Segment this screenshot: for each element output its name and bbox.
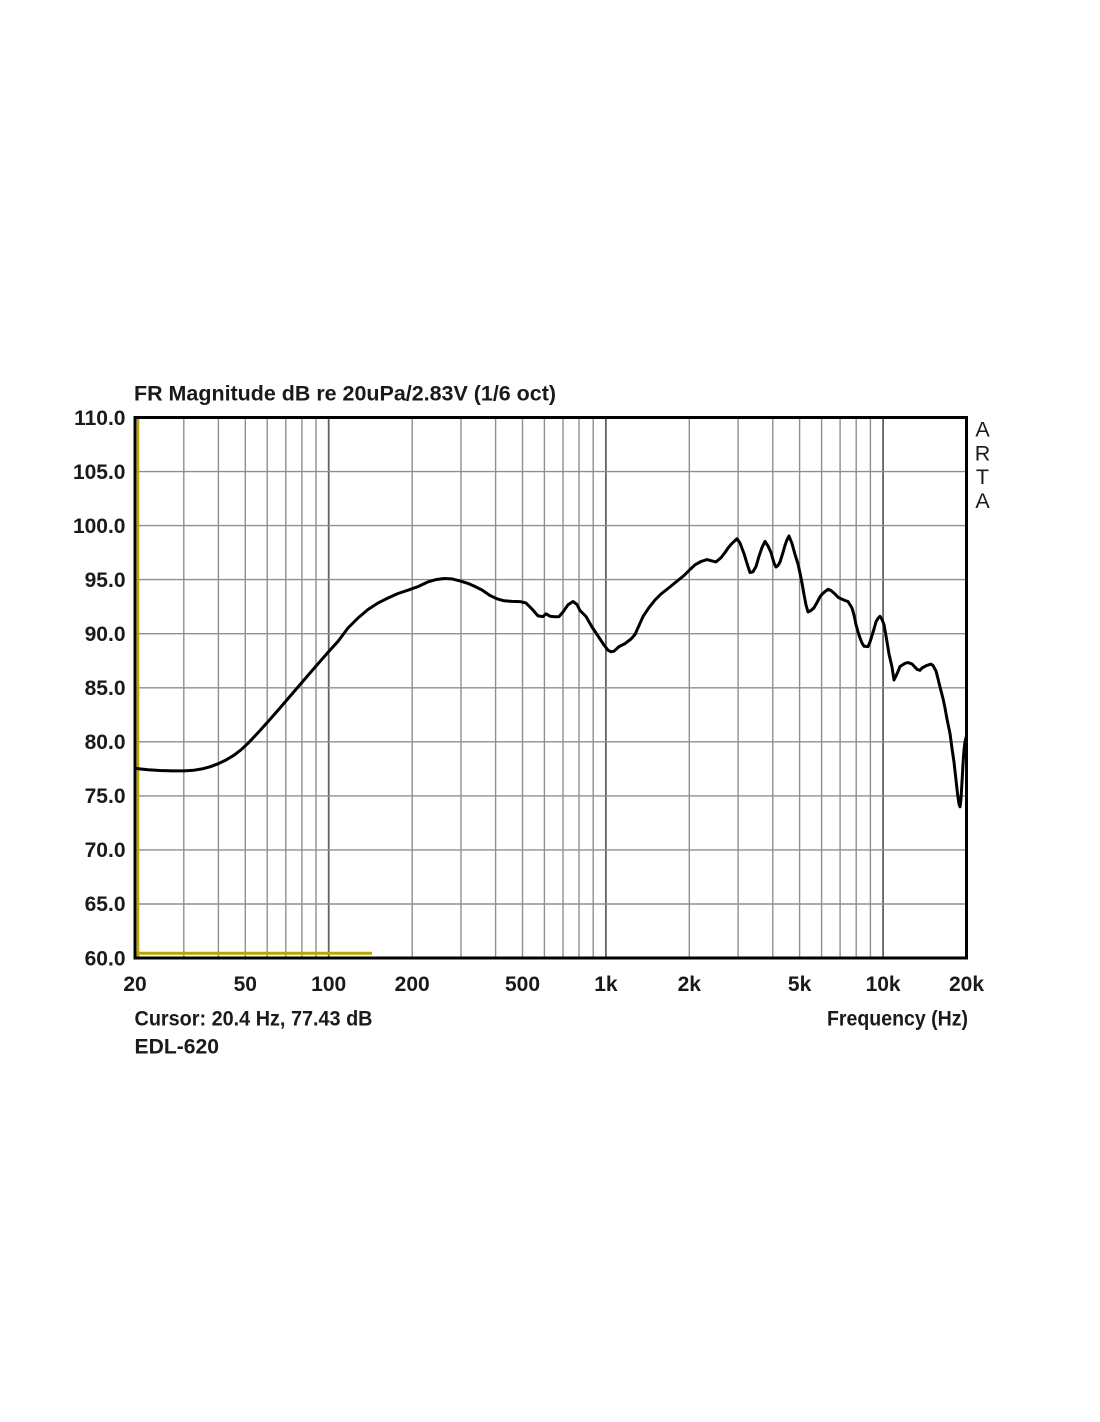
- svg-text:70.0: 70.0: [85, 839, 126, 862]
- svg-text:100: 100: [311, 973, 346, 996]
- svg-text:1k: 1k: [594, 973, 618, 996]
- svg-text:R: R: [975, 441, 991, 465]
- svg-text:10k: 10k: [866, 973, 901, 996]
- svg-text:50: 50: [234, 973, 257, 996]
- svg-text:A: A: [975, 418, 990, 442]
- svg-text:75.0: 75.0: [85, 785, 126, 808]
- svg-text:65.0: 65.0: [85, 893, 126, 916]
- svg-text:A: A: [975, 489, 990, 513]
- svg-text:105.0: 105.0: [73, 461, 126, 484]
- svg-text:Frequency (Hz): Frequency (Hz): [827, 1008, 968, 1031]
- svg-text:EDL-620: EDL-620: [135, 1036, 220, 1059]
- svg-text:90.0: 90.0: [85, 623, 126, 646]
- svg-text:110.0: 110.0: [74, 407, 125, 430]
- svg-text:20: 20: [123, 973, 146, 996]
- svg-text:20k: 20k: [949, 973, 984, 996]
- svg-text:Cursor: 20.4 Hz, 77.43 dB: Cursor: 20.4 Hz, 77.43 dB: [135, 1008, 373, 1031]
- svg-text:100.0: 100.0: [73, 515, 126, 538]
- svg-text:200: 200: [395, 973, 430, 996]
- svg-text:5k: 5k: [788, 973, 812, 996]
- svg-text:85.0: 85.0: [85, 677, 126, 700]
- svg-text:500: 500: [505, 973, 540, 996]
- svg-text:80.0: 80.0: [85, 731, 126, 754]
- svg-text:T: T: [976, 465, 989, 489]
- svg-text:95.0: 95.0: [85, 569, 126, 592]
- svg-text:FR Magnitude dB re 20uPa/2.83V: FR Magnitude dB re 20uPa/2.83V (1/6 oct): [134, 383, 556, 406]
- svg-text:60.0: 60.0: [85, 947, 126, 970]
- svg-text:2k: 2k: [678, 973, 702, 996]
